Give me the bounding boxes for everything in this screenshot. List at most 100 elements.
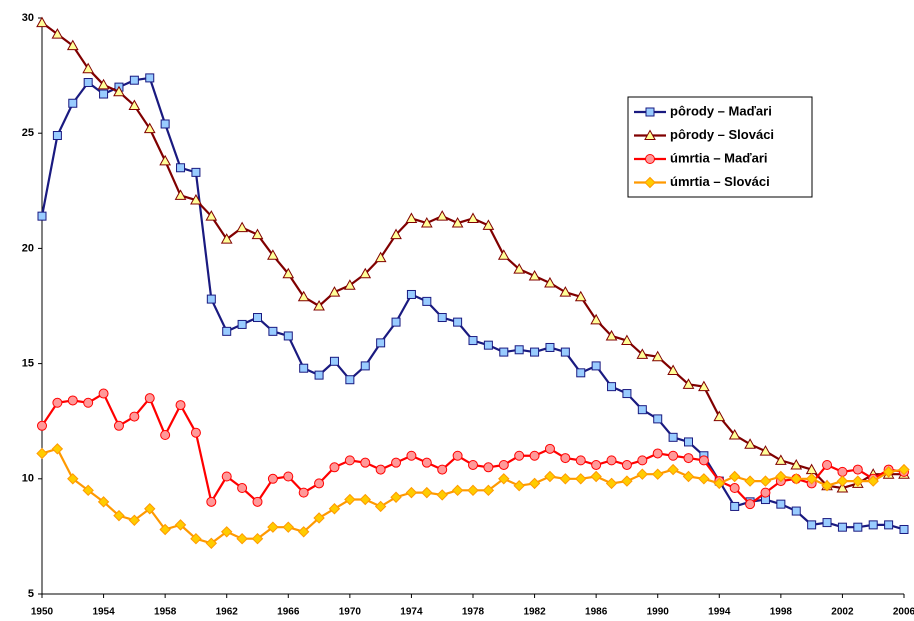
marker (621, 459, 632, 470)
y-tick-label: 30 (22, 12, 34, 24)
marker (560, 347, 570, 357)
y-tick-label: 25 (22, 127, 34, 139)
marker (83, 78, 93, 88)
marker (436, 210, 449, 221)
marker (220, 233, 233, 244)
x-tick-label: 1954 (92, 607, 115, 618)
marker (637, 405, 647, 415)
marker (837, 466, 848, 477)
marker (374, 500, 387, 513)
legend-label: úmrtia – Maďari (670, 150, 768, 165)
marker (545, 342, 555, 352)
marker (513, 480, 525, 492)
marker (805, 473, 818, 485)
marker (237, 319, 247, 329)
y-tick-label: 15 (22, 358, 34, 370)
x-tick-label: 1994 (708, 607, 731, 618)
marker (684, 437, 693, 447)
marker (713, 410, 726, 422)
marker (530, 347, 540, 357)
marker (360, 361, 370, 371)
marker (129, 75, 139, 85)
marker (436, 489, 448, 501)
marker (607, 382, 617, 392)
marker (36, 16, 48, 28)
marker (853, 522, 863, 532)
marker (668, 432, 678, 442)
marker (837, 522, 847, 532)
marker (467, 484, 479, 497)
marker (730, 501, 740, 511)
marker (376, 338, 386, 348)
marker (190, 193, 202, 205)
marker (884, 520, 894, 530)
marker (221, 526, 233, 538)
y-tick-label: 10 (22, 473, 34, 485)
marker (514, 345, 524, 355)
marker (759, 445, 772, 456)
marker (591, 459, 602, 470)
marker (36, 447, 48, 460)
x-tick-label: 1950 (31, 607, 54, 618)
marker (66, 39, 79, 51)
marker (836, 475, 849, 487)
x-tick-label: 1958 (154, 607, 177, 618)
marker (129, 411, 140, 422)
marker (790, 473, 802, 485)
marker (267, 473, 278, 484)
marker (622, 389, 632, 399)
x-tick-label: 2006 (893, 607, 914, 618)
marker (636, 348, 649, 359)
marker (206, 496, 217, 507)
marker (606, 455, 617, 466)
marker (451, 484, 464, 497)
marker (775, 454, 787, 465)
marker (483, 340, 493, 350)
marker (498, 459, 509, 470)
marker (51, 28, 64, 39)
marker (206, 294, 216, 304)
marker (299, 363, 309, 373)
x-tick-label: 2002 (831, 607, 854, 618)
marker (499, 347, 509, 357)
marker (391, 457, 402, 468)
marker (82, 484, 94, 497)
marker (744, 475, 756, 487)
marker (590, 313, 602, 325)
marker (328, 286, 341, 297)
marker (437, 313, 447, 323)
marker (297, 290, 310, 302)
marker (822, 518, 832, 528)
marker (67, 473, 79, 485)
marker (374, 251, 387, 263)
x-tick-label: 1966 (277, 607, 300, 618)
marker (329, 462, 340, 473)
marker (898, 463, 910, 476)
marker (728, 470, 741, 483)
legend-marker (645, 154, 655, 164)
marker (497, 249, 510, 260)
marker (528, 270, 541, 281)
marker (52, 397, 63, 408)
marker (682, 378, 695, 389)
marker (297, 526, 310, 538)
marker (267, 521, 279, 533)
marker (759, 475, 772, 487)
marker (453, 317, 463, 327)
marker (559, 286, 572, 297)
x-tick-label: 1998 (770, 607, 793, 618)
marker (867, 475, 879, 487)
marker (482, 219, 495, 230)
marker (422, 296, 432, 306)
marker (314, 478, 325, 489)
marker (576, 368, 586, 378)
marker (345, 375, 355, 385)
marker (467, 212, 479, 223)
marker (314, 370, 324, 380)
marker (574, 290, 587, 302)
marker (160, 119, 170, 129)
marker (405, 486, 418, 499)
marker (205, 210, 218, 221)
marker (560, 453, 571, 464)
marker (391, 317, 401, 327)
